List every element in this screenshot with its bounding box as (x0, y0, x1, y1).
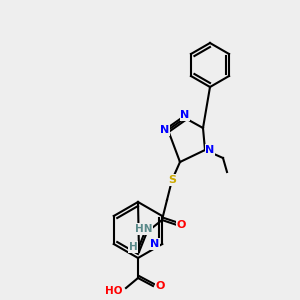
Text: N: N (150, 239, 160, 249)
Text: N: N (206, 145, 214, 155)
Text: O: O (155, 281, 165, 291)
Text: N: N (160, 125, 169, 135)
Text: S: S (168, 175, 176, 185)
Text: HN: HN (135, 224, 153, 234)
Text: H: H (129, 242, 137, 252)
Text: N: N (180, 110, 190, 120)
Text: HO: HO (105, 286, 123, 296)
Text: O: O (176, 220, 186, 230)
